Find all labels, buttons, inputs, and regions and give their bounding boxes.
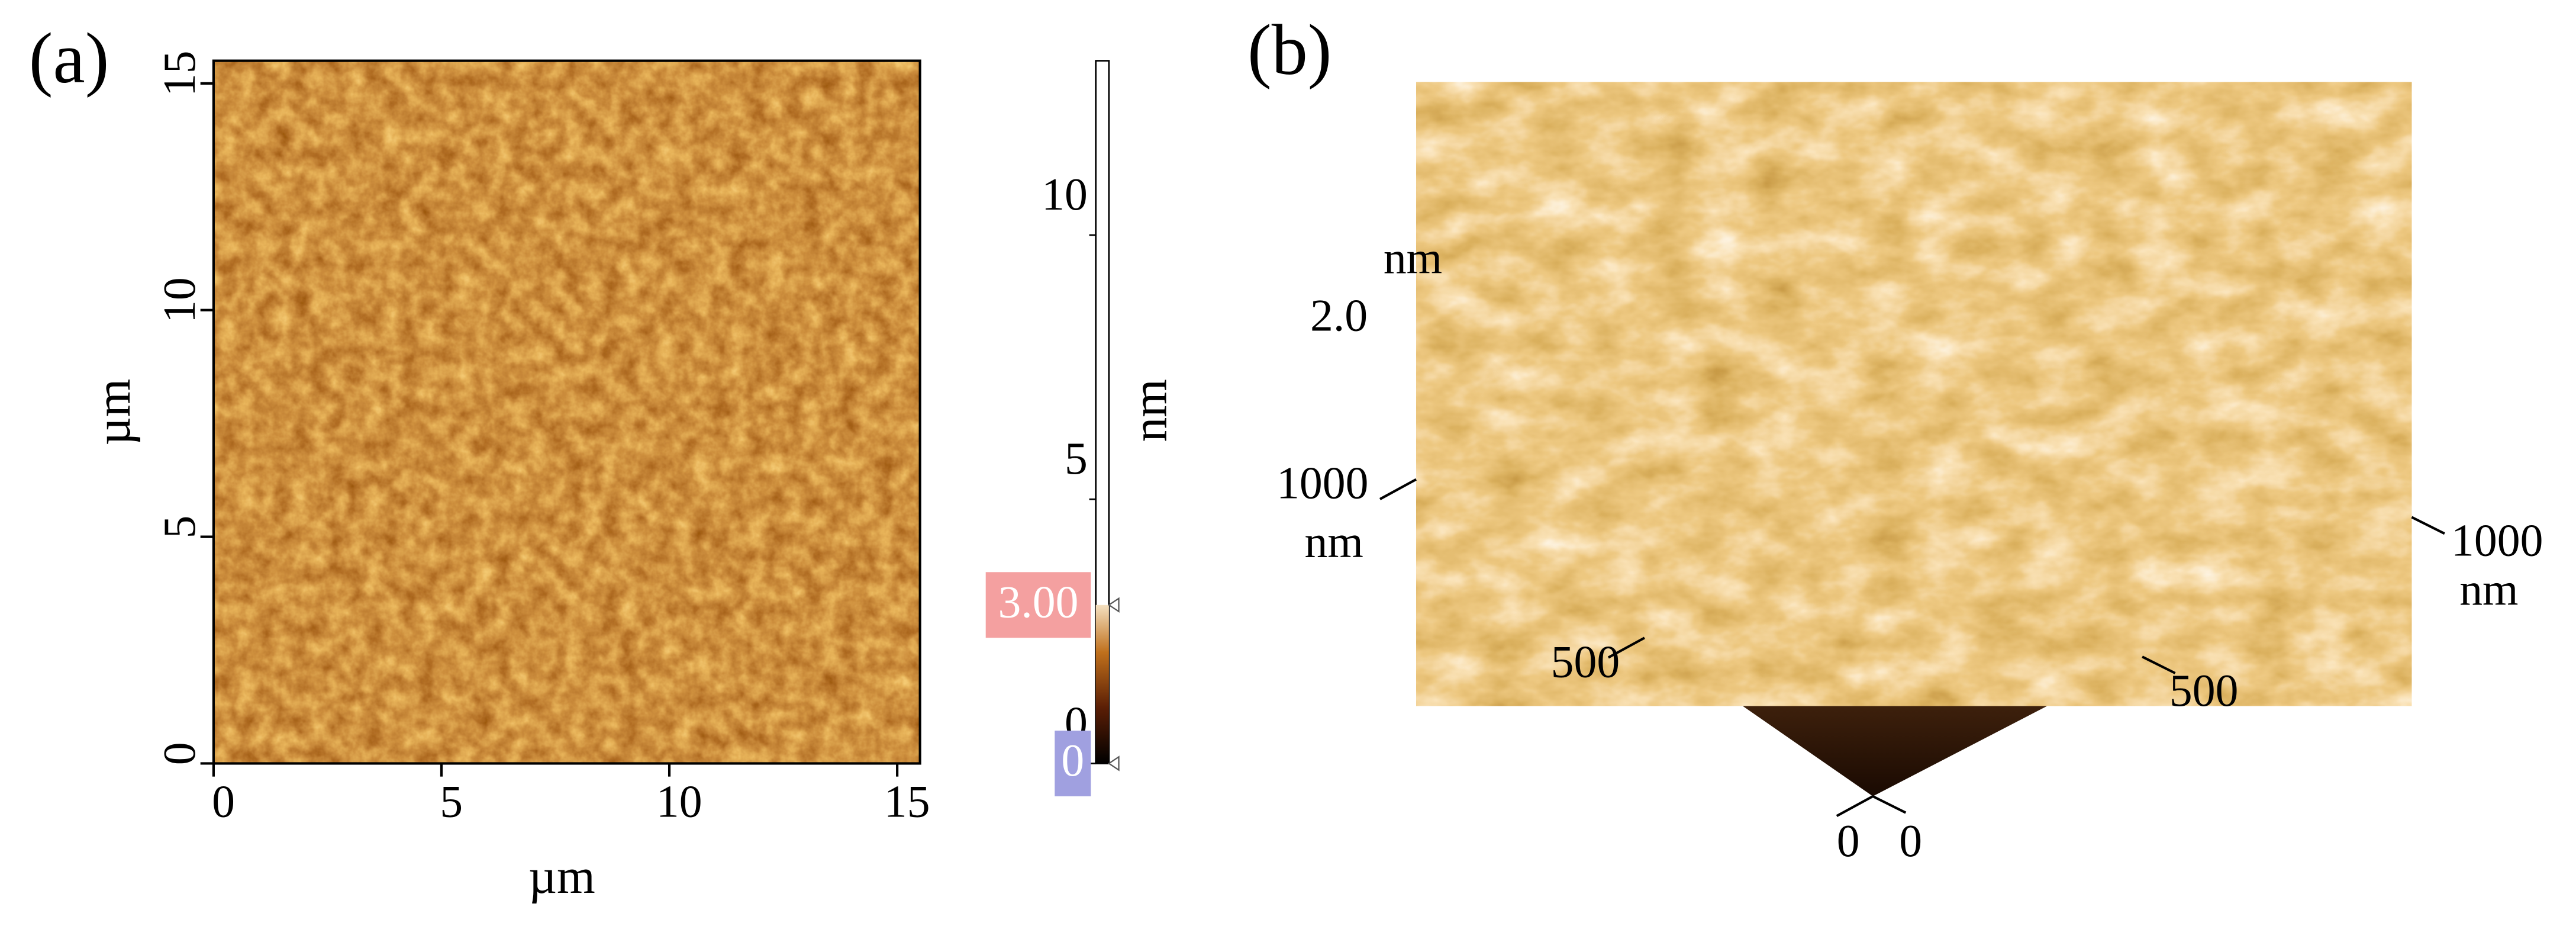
right-axis-label: nm	[2459, 564, 2518, 615]
axis-tick	[1607, 636, 1645, 659]
axis-tick-label: 1000	[2451, 515, 2543, 566]
axis-tick	[1872, 795, 1907, 814]
colorbar-label: nm	[1123, 379, 1178, 442]
afm-image	[213, 60, 920, 764]
left-axis-label: nm	[1305, 516, 1363, 567]
panel-label: (a)	[29, 18, 109, 98]
axis-tick-label: 0	[1899, 815, 1922, 866]
y-tick-label: 0	[154, 742, 205, 765]
z-axis-label: nm	[1384, 233, 1442, 284]
colorbar-scale	[1095, 605, 1109, 764]
colorbar-marker-box	[1055, 731, 1091, 796]
y-tick-label: 10	[154, 277, 205, 323]
panel-label: (b)	[1247, 10, 1331, 90]
axis-tick	[2142, 655, 2176, 674]
x-tick-label: 5	[440, 776, 463, 827]
axis-tick-label: 500	[1551, 636, 1620, 687]
surface-top	[1416, 82, 2412, 706]
colorbar-marker-label: 3.00	[998, 576, 1079, 627]
z-tick-label: 2.0	[1310, 290, 1368, 341]
x-tick-label: 0	[212, 776, 235, 827]
axis-tick	[2411, 516, 2445, 535]
panel-b: (b) nm 2.0 nm nm 0 500 1000 0 500 1000	[1247, 10, 2543, 866]
colorbar-tick-label: 5	[1065, 433, 1088, 484]
x-tick-label: 10	[656, 776, 702, 827]
axis-tick-label: 0	[1837, 815, 1860, 866]
y-tick-label: 15	[154, 50, 205, 97]
colorbar-marker	[1107, 755, 1120, 771]
axis-tick	[1836, 795, 1874, 818]
axis-tick	[1379, 478, 1417, 500]
axis-tick-label: 500	[2169, 665, 2239, 716]
x-axis-label: µm	[528, 850, 595, 904]
colorbar-tick-label: 10	[1042, 169, 1088, 220]
y-tick-label: 5	[154, 516, 205, 539]
colorbar-marker-box	[985, 572, 1091, 638]
surface-side	[1416, 385, 2412, 796]
plot-frame	[212, 59, 921, 765]
colorbar-marker	[1107, 597, 1120, 613]
y-axis-label: µm	[86, 379, 141, 446]
x-tick-label: 15	[884, 776, 930, 827]
colorbar-frame	[1095, 60, 1110, 764]
axis-tick-label: 1000	[1276, 457, 1368, 508]
colorbar-marker-label: 0	[1061, 735, 1084, 786]
